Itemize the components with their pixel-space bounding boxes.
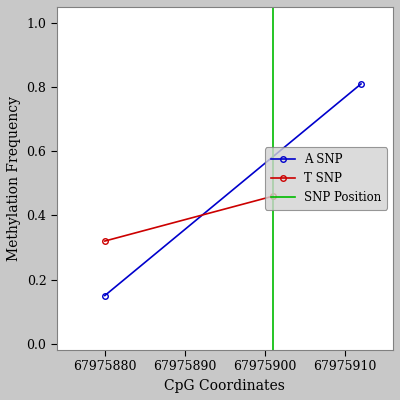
Y-axis label: Methylation Frequency: Methylation Frequency bbox=[7, 96, 21, 261]
X-axis label: CpG Coordinates: CpG Coordinates bbox=[164, 379, 285, 393]
Legend: A SNP, T SNP, SNP Position: A SNP, T SNP, SNP Position bbox=[265, 147, 387, 210]
